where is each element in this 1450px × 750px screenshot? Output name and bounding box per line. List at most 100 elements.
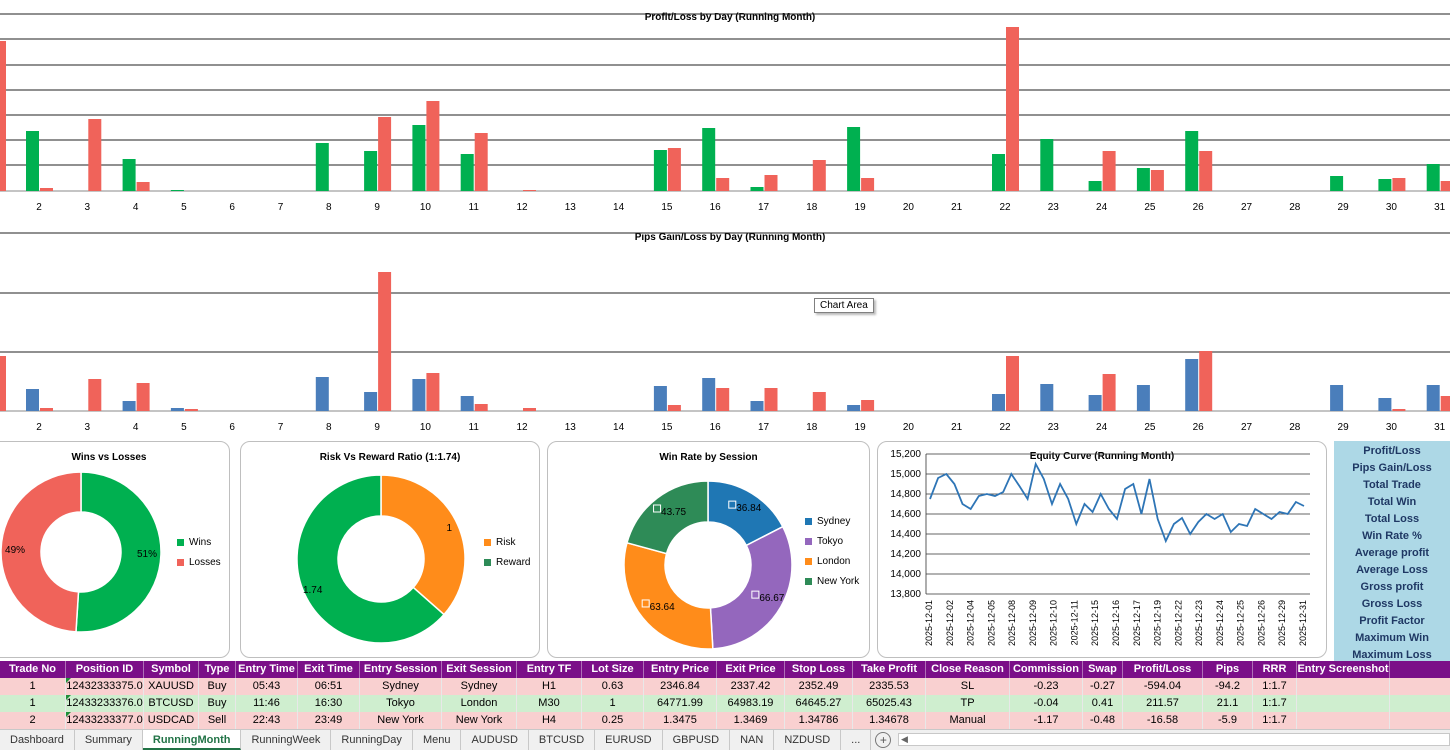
table-cell[interactable]: 1: [582, 695, 644, 712]
table-cell[interactable]: -0.27: [1083, 678, 1123, 695]
table-cell[interactable]: 0.25: [582, 712, 644, 729]
table-cell[interactable]: 21.1: [1203, 695, 1253, 712]
table-cell[interactable]: -1.17: [1010, 712, 1083, 729]
pips-bar-chart[interactable]: 2 3 4 5 6 7 8 9 10 11 12 13 14 15 16 17 18 19 20 21 22 23 24 25…: [0, 222, 1450, 434]
sheet-tab[interactable]: Menu: [413, 730, 462, 750]
table-cell[interactable]: 2335.53: [853, 678, 926, 695]
pl-bar-chart[interactable]: 2 3 4 5 6 7 8 9 10 11 12 13 14 15 16 17 18 19 20 21 22 23 24 25…: [0, 0, 1450, 210]
table-cell[interactable]: 2346.84: [644, 678, 717, 695]
sheet-tab[interactable]: AUDUSD: [461, 730, 529, 750]
table-cell[interactable]: M30: [517, 695, 582, 712]
table-row[interactable]: 1 12433233376.0 BTCUSD Buy 11:46 16:30 Tokyo Lo…: [0, 695, 1450, 712]
table-cell[interactable]: TP: [926, 695, 1010, 712]
scroll-left-icon[interactable]: ◀: [901, 734, 908, 744]
table-cell[interactable]: 2: [0, 712, 66, 729]
table-cell[interactable]: 0.41: [1083, 695, 1123, 712]
column-header[interactable]: RRR: [1253, 661, 1297, 678]
sheet-tab[interactable]: Summary: [75, 730, 143, 750]
column-header[interactable]: Swap: [1083, 661, 1123, 678]
table-cell[interactable]: London: [442, 695, 517, 712]
table-cell[interactable]: 64983.19: [717, 695, 785, 712]
table-cell[interactable]: 1:1.7: [1253, 712, 1297, 729]
column-header[interactable]: Entry TF: [517, 661, 582, 678]
table-cell[interactable]: [1297, 678, 1390, 695]
table-cell[interactable]: 1.3475: [644, 712, 717, 729]
table-cell[interactable]: -0.04: [1010, 695, 1083, 712]
table-cell[interactable]: 2352.49: [785, 678, 853, 695]
table-cell[interactable]: 11:46: [236, 695, 298, 712]
table-cell[interactable]: 05:43: [236, 678, 298, 695]
table-cell[interactable]: Manual: [926, 712, 1010, 729]
table-cell[interactable]: New York: [360, 712, 442, 729]
table-cell[interactable]: Tokyo: [360, 695, 442, 712]
table-cell[interactable]: 1: [0, 678, 66, 695]
table-cell[interactable]: 12432333375.0: [66, 678, 144, 695]
table-cell[interactable]: 12433233377.0: [66, 712, 144, 729]
table-cell[interactable]: 1:1.7: [1253, 678, 1297, 695]
table-cell[interactable]: 1: [0, 695, 66, 712]
wins-losses-panel[interactable]: Wins vs Losses 51% 49% Wins Losses: [0, 441, 230, 658]
table-cell[interactable]: H1: [517, 678, 582, 695]
risk-reward-panel[interactable]: Risk Vs Reward Ratio (1:1.74) 1 1.74 Risk…: [240, 441, 540, 658]
column-header[interactable]: Exit Price: [717, 661, 785, 678]
table-cell[interactable]: -5.9: [1203, 712, 1253, 729]
table-cell[interactable]: 12433233376.0: [66, 695, 144, 712]
table-cell[interactable]: 1.34786: [785, 712, 853, 729]
table-cell[interactable]: Sydney: [360, 678, 442, 695]
table-cell[interactable]: 06:51: [298, 678, 360, 695]
column-header[interactable]: Profit/Loss: [1123, 661, 1203, 678]
sheet-tab[interactable]: NAN: [730, 730, 775, 750]
table-cell[interactable]: Buy: [199, 678, 236, 695]
column-header[interactable]: Exit Time: [298, 661, 360, 678]
column-header[interactable]: Symbol: [144, 661, 199, 678]
column-header[interactable]: Entry Session: [360, 661, 442, 678]
table-cell[interactable]: Sydney: [442, 678, 517, 695]
column-header[interactable]: Entry Screenshot: [1297, 661, 1390, 678]
table-row[interactable]: 2 12433233377.0 USDCAD Sell 22:43 23:49 New Yo…: [0, 712, 1450, 729]
table-cell[interactable]: New York: [442, 712, 517, 729]
risk-reward-donut[interactable]: 11.74: [241, 442, 540, 658]
column-header[interactable]: Pips: [1203, 661, 1253, 678]
table-cell[interactable]: H4: [517, 712, 582, 729]
table-row[interactable]: 1 12432333375.0 XAUUSD Buy 05:43 06:51 Sydney S…: [0, 678, 1450, 695]
table-cell[interactable]: Buy: [199, 695, 236, 712]
table-cell[interactable]: 64645.27: [785, 695, 853, 712]
column-header[interactable]: Trade No: [0, 661, 66, 678]
table-cell[interactable]: 64771.99: [644, 695, 717, 712]
table-cell[interactable]: USDCAD: [144, 712, 199, 729]
sheet-tab[interactable]: NZDUSD: [774, 730, 842, 750]
wins-losses-donut[interactable]: 51% 49%: [0, 442, 230, 658]
table-cell[interactable]: 23:49: [298, 712, 360, 729]
table-cell[interactable]: 1.34678: [853, 712, 926, 729]
table-cell[interactable]: 65025.43: [853, 695, 926, 712]
table-cell[interactable]: -594.04: [1123, 678, 1203, 695]
sheet-tab[interactable]: ...: [841, 730, 872, 750]
table-cell[interactable]: 211.57: [1123, 695, 1203, 712]
table-cell[interactable]: Sell: [199, 712, 236, 729]
column-header[interactable]: Entry Price: [644, 661, 717, 678]
horizontal-scrollbar[interactable]: ◀: [898, 733, 1450, 746]
table-cell[interactable]: SL: [926, 678, 1010, 695]
table-cell[interactable]: -0.23: [1010, 678, 1083, 695]
table-cell[interactable]: [1297, 712, 1390, 729]
table-cell[interactable]: 1.3469: [717, 712, 785, 729]
column-header[interactable]: Position ID: [66, 661, 144, 678]
sheet-tab[interactable]: EURUSD: [595, 730, 663, 750]
equity-line-chart[interactable]: 15,200 15,000 14,800 14,600 14,400 14,200 14,0…: [878, 442, 1327, 658]
column-header[interactable]: Take Profit: [853, 661, 926, 678]
table-cell[interactable]: 0.63: [582, 678, 644, 695]
column-header[interactable]: Lot Size: [582, 661, 644, 678]
table-cell[interactable]: 2337.42: [717, 678, 785, 695]
table-cell[interactable]: XAUUSD: [144, 678, 199, 695]
session-donut[interactable]: 36.84 66.67 63.64 43.75: [548, 442, 870, 658]
table-cell[interactable]: -0.48: [1083, 712, 1123, 729]
sheet-tab[interactable]: RunningWeek: [241, 730, 332, 750]
sheet-tab[interactable]: RunningMonth: [142, 730, 242, 750]
sheet-tab[interactable]: Dashboard: [0, 730, 75, 750]
sheet-tab[interactable]: RunningDay: [331, 730, 413, 750]
table-cell[interactable]: -16.58: [1123, 712, 1203, 729]
column-header[interactable]: Exit Session: [442, 661, 517, 678]
table-cell[interactable]: 22:43: [236, 712, 298, 729]
table-cell[interactable]: 16:30: [298, 695, 360, 712]
table-cell[interactable]: -94.2: [1203, 678, 1253, 695]
